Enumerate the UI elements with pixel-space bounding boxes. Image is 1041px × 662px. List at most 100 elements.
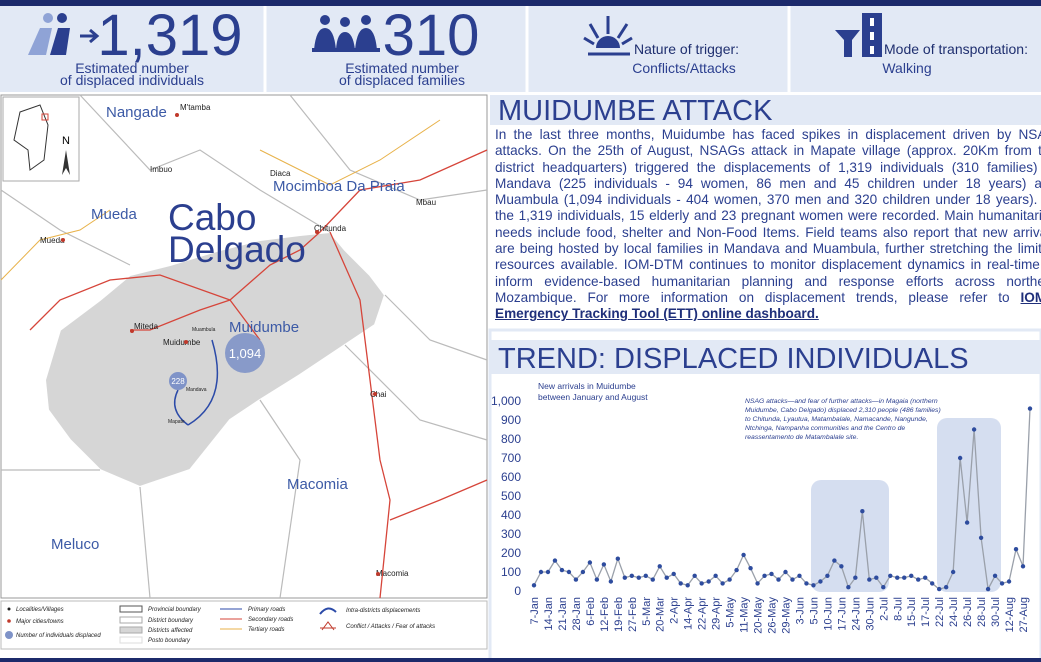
data-point xyxy=(1027,406,1033,411)
data-point xyxy=(692,573,697,578)
place-label: Mbau xyxy=(416,198,436,207)
x-tick-label: 29-May xyxy=(780,597,792,634)
data-point xyxy=(657,564,662,569)
place-label: Mueda xyxy=(40,236,65,245)
data-point xyxy=(629,573,635,578)
y-tick-label: 700 xyxy=(501,451,521,465)
bubble-label: 228 xyxy=(171,377,185,386)
y-tick-label: 200 xyxy=(501,546,521,560)
district-label: Meluco xyxy=(51,536,99,553)
y-tick-label: 500 xyxy=(501,489,521,503)
place-label: Chitunda xyxy=(314,224,347,233)
x-tick-label: 26-Jul xyxy=(962,597,974,627)
data-point xyxy=(929,581,935,586)
y-tick-label: 900 xyxy=(501,413,521,427)
stat-value: 1,319 xyxy=(97,3,242,68)
data-point xyxy=(839,564,844,569)
data-point xyxy=(1013,547,1019,552)
data-point xyxy=(545,569,551,575)
stat-value: 310 xyxy=(383,3,480,68)
x-tick-label: 17-Jul xyxy=(920,597,932,627)
district-label: Macomia xyxy=(287,476,349,493)
x-tick-label: 26-May xyxy=(767,597,779,634)
place-label: Mapate xyxy=(168,419,185,425)
x-tick-label: 22-Apr xyxy=(697,597,709,630)
top-bar xyxy=(0,0,1041,6)
trigger-value: Conflicts/Attacks xyxy=(632,60,735,76)
data-point xyxy=(741,552,746,558)
x-tick-label: 20-Mar xyxy=(655,597,667,632)
legend-item: Conflict / Attacks / Fear of attacks xyxy=(346,624,435,630)
data-point xyxy=(818,579,823,584)
data-point xyxy=(615,556,621,561)
stat-label: Estimated number xyxy=(75,60,189,76)
map xyxy=(0,94,488,599)
title-bg xyxy=(490,95,1041,125)
data-point xyxy=(643,573,648,578)
data-point xyxy=(552,558,558,563)
data-point xyxy=(699,581,704,586)
data-point xyxy=(846,585,851,590)
place-label: Miteda xyxy=(134,322,159,331)
x-tick-label: 12-Aug xyxy=(1004,597,1016,632)
data-point xyxy=(706,579,711,584)
north-label: N xyxy=(62,135,70,147)
y-tick-label: 400 xyxy=(501,508,521,522)
data-point xyxy=(853,575,858,580)
chart-title-bg xyxy=(490,340,1041,374)
annotation: between January and August xyxy=(538,392,648,402)
data-point xyxy=(671,571,676,577)
data-point xyxy=(559,567,565,573)
annotation: New arrivals in Muidumbe xyxy=(538,381,636,391)
stat-label: of displaced families xyxy=(339,72,465,88)
data-point xyxy=(999,581,1005,586)
bottom-bar xyxy=(0,658,1041,662)
bubble-label: 1,094 xyxy=(229,346,262,361)
legend-item: Secondary roads xyxy=(248,617,293,623)
data-point xyxy=(608,579,614,584)
data-point xyxy=(622,575,628,580)
road-icon xyxy=(835,13,882,57)
x-tick-label: 10-Jun xyxy=(822,597,834,631)
data-point xyxy=(783,569,788,575)
trigger-title: Nature of trigger: xyxy=(634,41,739,57)
data-point xyxy=(950,569,956,575)
annotation: Ntchinga, Nampanha communities and the C… xyxy=(745,425,905,432)
data-point xyxy=(734,567,739,573)
data-point xyxy=(909,573,914,578)
data-point xyxy=(874,575,879,580)
legend-item: District boundary xyxy=(148,618,194,624)
data-point xyxy=(685,583,690,588)
highlight xyxy=(811,480,889,592)
data-point xyxy=(573,577,579,582)
district-label: Muidumbe xyxy=(229,319,299,336)
place-label: Muidumbe xyxy=(163,338,201,347)
x-tick-label: 27-Aug xyxy=(1018,597,1030,632)
legend-item: Major cities/towns xyxy=(16,619,64,625)
y-tick-label: 800 xyxy=(501,432,521,446)
data-point xyxy=(566,569,572,575)
series-line xyxy=(533,408,1031,592)
data-point xyxy=(916,577,921,582)
x-tick-label: 3-Jun xyxy=(794,597,806,625)
dashboard-link[interactable]: IOM's Emergency Tracking Tool (ETT) onli… xyxy=(495,289,1041,322)
article-body: In the last three months, Muidumbe has f… xyxy=(495,127,1041,323)
annotation: NSAG attacks—and fear of further attacks… xyxy=(745,398,938,405)
place-label: Diaca xyxy=(270,169,291,178)
place-label: Mandava xyxy=(186,387,207,393)
legend-item: Posto boundary xyxy=(148,638,191,644)
x-tick-label: 2-Apr xyxy=(669,597,681,624)
x-tick-label: 14-Apr xyxy=(683,597,695,630)
y-tick-label: 1,000 xyxy=(491,394,521,408)
article-body-wrap: In the last three months, Muidumbe has f… xyxy=(495,127,1041,327)
data-point xyxy=(957,455,963,461)
x-tick-label: 24-Jul xyxy=(948,597,960,627)
data-point xyxy=(936,586,942,592)
legend-item: Intra-districts displacements xyxy=(346,608,420,614)
transport-value: Walking xyxy=(882,60,931,76)
x-tick-label: 27-Feb xyxy=(627,597,639,632)
data-point xyxy=(650,577,655,582)
data-point xyxy=(797,573,802,578)
x-tick-label: 11-May xyxy=(739,597,751,633)
data-point xyxy=(776,577,781,582)
